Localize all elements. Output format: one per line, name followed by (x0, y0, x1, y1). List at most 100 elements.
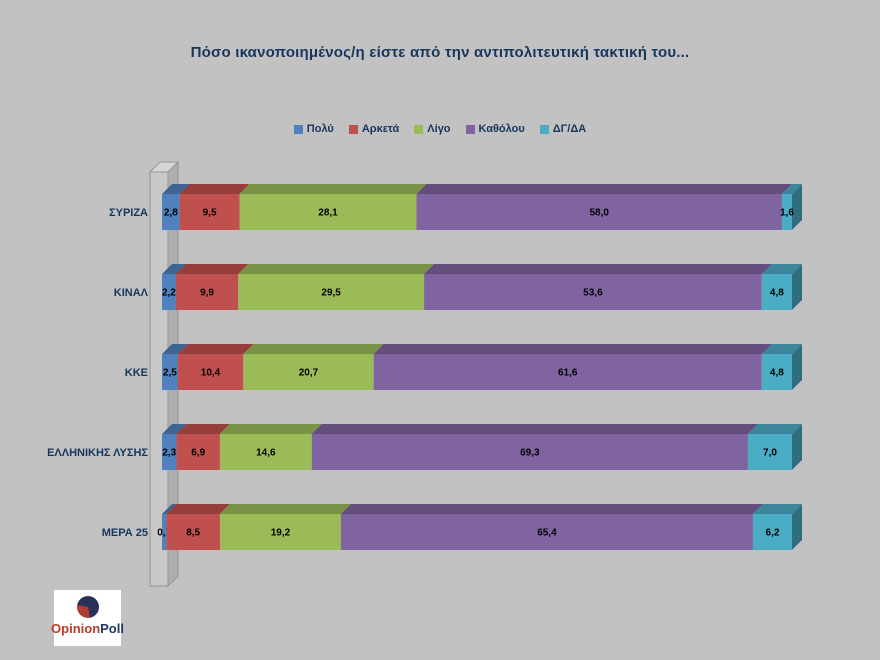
bar-segment-top (162, 264, 186, 274)
bar-value-label: 58,0 (589, 208, 609, 219)
bar-segment (781, 194, 792, 230)
bar-segment (752, 514, 792, 550)
legend-item: Πολύ (293, 123, 334, 135)
bar-segment (162, 274, 176, 310)
bar-value-label: 69,3 (520, 448, 540, 459)
bar-segment-top (424, 264, 772, 274)
legend-label: Πολύ (306, 123, 334, 135)
opinionpoll-logo: OpinionPoll (51, 590, 124, 646)
bar-value-label: 65,4 (537, 528, 557, 539)
bar-value-label: 1,6 (780, 208, 794, 219)
bar-segment-top (340, 504, 763, 514)
bar-segment (179, 194, 240, 230)
bar-segment-top (179, 184, 250, 194)
bar-segment (162, 434, 177, 470)
bar-segment-top (311, 424, 758, 434)
bar-value-label: 29,5 (321, 288, 341, 299)
bar-segment-top (747, 424, 802, 434)
bar-segment (243, 354, 374, 390)
bar-value-label: 28,1 (318, 208, 338, 219)
category-label: ΜΕΡΑ 25 (102, 527, 148, 539)
category-label: ΕΛΛΗΝΙΚΗΣ ΛΥΣΗΣ (47, 447, 148, 459)
bar-value-label: 14,6 (256, 448, 276, 459)
bar-segment (219, 514, 341, 550)
bar-value-label: 2,3 (162, 448, 176, 459)
bar-value-label: 6,2 (766, 528, 780, 539)
bar-value-label: 61,6 (558, 368, 578, 379)
bar-segment-top (416, 184, 792, 194)
bar-segment (162, 194, 180, 230)
logo-text: OpinionPoll (51, 621, 124, 636)
legend-item: ΔΓ/ΔΑ (539, 123, 587, 135)
legend-swatch-icon (293, 124, 303, 134)
bar-segment (175, 274, 239, 310)
legend-item: Καθόλου (465, 123, 525, 135)
bar-segment (373, 354, 762, 390)
pie-logo-icon (76, 596, 99, 618)
bar-segment (219, 434, 312, 470)
bar-value-label: 4,8 (770, 288, 784, 299)
legend-item: Λίγο (414, 123, 451, 135)
bar-segment-top (219, 424, 322, 434)
logo-text-poll: Poll (100, 621, 124, 636)
bar-segment-top (243, 344, 384, 354)
bar-segment (747, 434, 792, 470)
bar-segment-top (162, 184, 190, 194)
bar-value-label: 19,2 (271, 528, 291, 539)
bar-segment-top (219, 504, 351, 514)
bar-segment-top (781, 184, 802, 194)
bar-segment-top (175, 264, 249, 274)
bar-segment (761, 354, 792, 390)
legend-swatch-icon (414, 124, 424, 134)
legend-item: Αρκετά (348, 123, 400, 135)
bar-value-label: 8,5 (186, 528, 200, 539)
legend-swatch-icon (539, 124, 549, 134)
chart-legend: Πολύ Αρκετά Λίγο Καθόλου ΔΓ/ΔΑ (0, 123, 880, 135)
legend-swatch-icon (348, 124, 358, 134)
bar-value-label: 53,6 (583, 288, 603, 299)
bar-value-label: 9,5 (203, 208, 217, 219)
legend-label: Αρκετά (361, 123, 400, 135)
bar-segment-end (792, 424, 802, 470)
chart-title: Πόσο ικανοποιημένος/η είστε από την αντι… (190, 44, 690, 61)
bar-value-label: 0,7 (157, 528, 171, 539)
bar-segment-top (238, 264, 435, 274)
bar-segment (311, 434, 748, 470)
bar-segment-top (176, 424, 230, 434)
bar-value-label: 9,9 (200, 288, 214, 299)
bar-segment-top (177, 344, 254, 354)
bar-segment-top (162, 504, 177, 514)
bar-segment-top (761, 344, 802, 354)
bar-value-label: 2,2 (162, 288, 176, 299)
bar-segment-end (792, 344, 802, 390)
legend-label: Καθόλου (478, 123, 525, 135)
bar-segment (340, 514, 753, 550)
bar-segment-top (162, 424, 187, 434)
category-label: ΣΥΡΙΖΑ (109, 207, 148, 219)
bar-segment (162, 514, 167, 550)
bar-segment-top (166, 504, 230, 514)
bar-value-label: 2,5 (163, 368, 177, 379)
logo-text-opinion: Opinion (51, 621, 101, 636)
bar-segment (166, 514, 220, 550)
legend-label: ΔΓ/ΔΑ (552, 123, 587, 135)
bar-segment-top (373, 344, 772, 354)
legend-label: Λίγο (427, 123, 451, 135)
category-label: ΚΚΕ (125, 367, 148, 379)
bar-segment-top (752, 504, 802, 514)
bar-segment-end (792, 264, 802, 310)
bar-segment-top (162, 344, 188, 354)
category-label: ΚΙΝΑΛ (114, 287, 149, 299)
bar-segment (162, 354, 178, 390)
bar-value-label: 20,7 (299, 368, 319, 379)
bar-segment (177, 354, 244, 390)
bar-segment (761, 274, 792, 310)
bar-segment (238, 274, 425, 310)
bar-value-label: 10,4 (201, 368, 221, 379)
bar-segment (176, 434, 220, 470)
bar-segment-top (239, 184, 427, 194)
bar-segment (416, 194, 782, 230)
bar-segment-top (761, 264, 802, 274)
